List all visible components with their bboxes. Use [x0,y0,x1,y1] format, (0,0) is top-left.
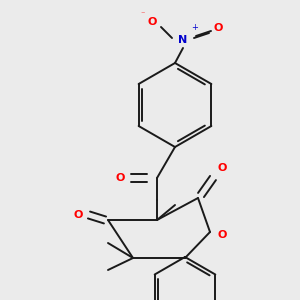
Text: O: O [73,210,83,220]
Text: N: N [178,35,188,45]
Text: O: O [217,163,227,173]
Text: +: + [192,23,198,32]
Text: ⁻: ⁻ [141,10,145,19]
Text: O: O [147,17,157,27]
Text: O: O [115,173,125,183]
Text: O: O [213,23,223,33]
Text: O: O [217,230,227,240]
